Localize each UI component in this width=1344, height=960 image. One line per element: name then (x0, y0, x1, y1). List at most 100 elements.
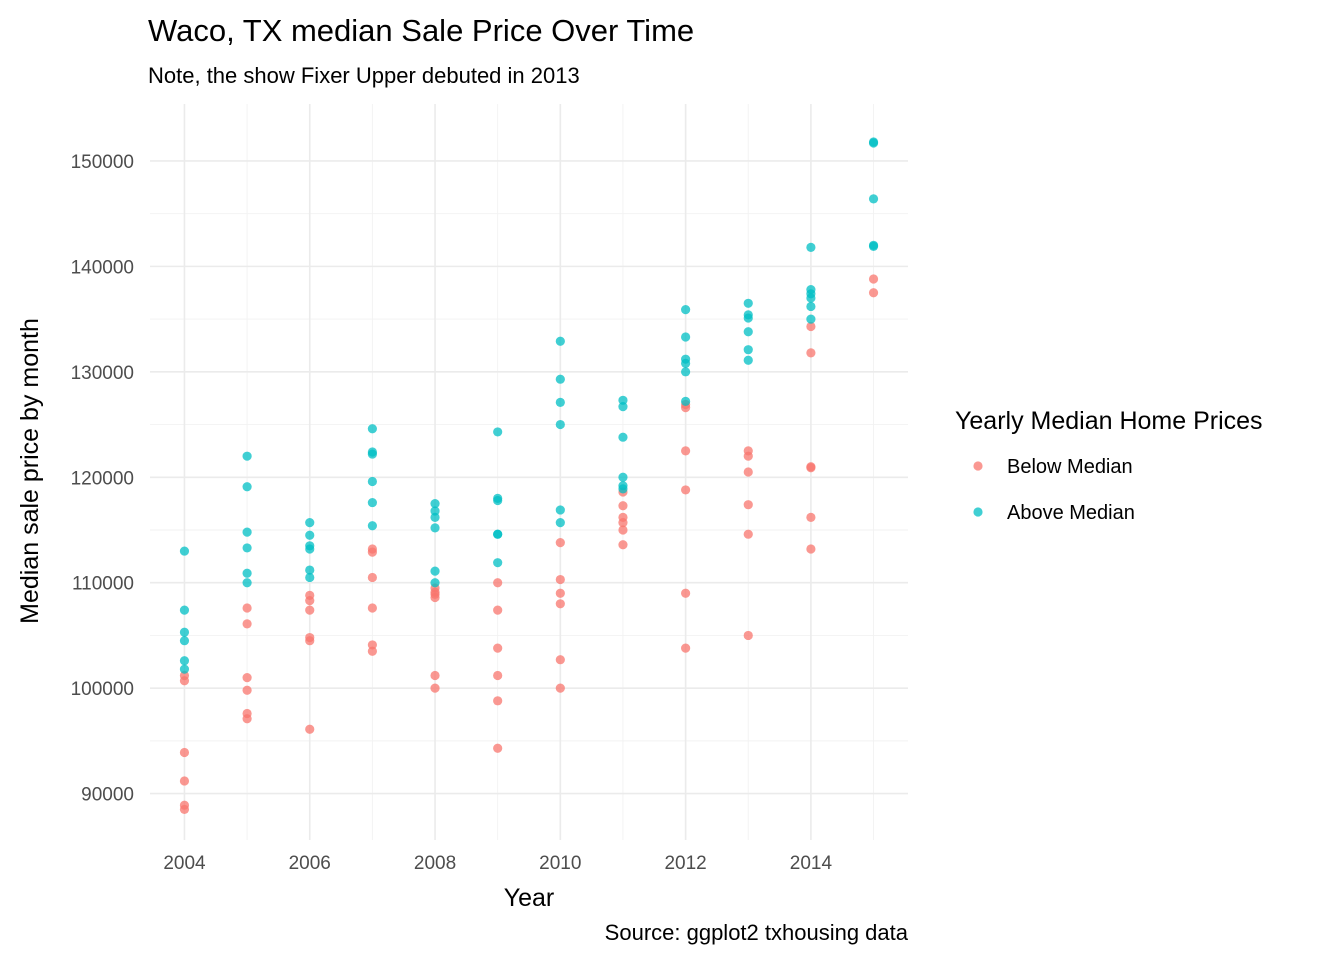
point-above-median (555, 419, 565, 430)
point-below-median (555, 655, 565, 665)
point-above-median (493, 495, 503, 506)
point-above-median (618, 395, 628, 405)
point-below-median (242, 619, 252, 629)
point-above-median (179, 627, 190, 637)
point-above-median (806, 293, 816, 303)
point-above-median (179, 636, 190, 646)
point-below-median (618, 540, 628, 550)
point-below-median (179, 776, 190, 786)
chart-subtitle: Note, the show Fixer Upper debuted in 20… (148, 63, 580, 88)
point-above-median (868, 194, 879, 204)
point-below-median (493, 643, 503, 653)
x-tick-label: 2010 (539, 853, 581, 874)
point-below-median (743, 630, 753, 641)
plot-grid (150, 104, 908, 840)
point-below-median (242, 714, 252, 724)
y-tick-label: 130000 (71, 363, 134, 384)
x-tick-label: 2004 (163, 853, 206, 874)
point-above-median (681, 358, 691, 368)
legend-title: Yearly Median Home Prices (955, 407, 1263, 435)
point-below-median (493, 696, 503, 706)
y-tick-label: 150000 (71, 152, 134, 173)
point-above-median (430, 506, 440, 516)
point-above-median (242, 451, 252, 461)
point-below-median (367, 646, 377, 656)
y-tick-label: 120000 (71, 468, 134, 489)
point-below-median (555, 538, 565, 548)
point-below-median (743, 451, 753, 461)
point-below-median (367, 603, 377, 613)
legend-label-below-median: Below Median (1007, 456, 1133, 478)
point-above-median (242, 568, 252, 578)
data-points (179, 137, 879, 815)
point-above-median (305, 572, 315, 583)
point-below-median (806, 544, 816, 554)
point-above-median (179, 546, 190, 556)
point-below-median (806, 512, 816, 522)
point-above-median (618, 484, 628, 494)
point-above-median (179, 605, 190, 615)
point-below-median (367, 640, 377, 650)
point-below-median (555, 574, 565, 585)
point-below-median (743, 500, 753, 510)
point-below-median (555, 599, 565, 609)
x-tick-label: 2012 (664, 853, 706, 874)
point-below-median (367, 572, 377, 583)
point-above-median (367, 521, 377, 531)
point-above-median (430, 566, 440, 576)
point-above-median (242, 527, 252, 537)
point-above-median (743, 355, 753, 365)
point-below-median (806, 348, 816, 358)
point-below-median (681, 446, 691, 456)
point-above-median (367, 449, 377, 459)
point-above-median (743, 298, 753, 308)
point-below-median (493, 578, 503, 588)
point-below-median (681, 588, 691, 598)
point-above-median (430, 499, 440, 509)
point-below-median (618, 518, 628, 528)
legend-key-below-median (973, 461, 983, 471)
point-above-median (555, 336, 565, 346)
point-below-median (555, 683, 565, 693)
point-above-median (555, 518, 565, 528)
point-above-median (555, 374, 565, 384)
point-above-median (806, 242, 816, 253)
x-tick-label: 2014 (790, 853, 833, 874)
point-above-median (868, 138, 879, 148)
point-above-median (179, 656, 190, 666)
y-tick-label: 90000 (81, 785, 134, 806)
point-below-median (305, 605, 315, 615)
point-above-median (555, 397, 565, 408)
legend: Yearly Median Home Prices Below Median Ab… (955, 407, 1263, 524)
x-tick-label: 2008 (414, 853, 456, 874)
x-axis: 2004 2006 2008 2010 2012 2014 (163, 853, 832, 874)
point-below-median (868, 288, 879, 298)
point-below-median (868, 274, 879, 284)
point-below-median (305, 596, 315, 606)
point-above-median (618, 472, 628, 482)
point-below-median (618, 525, 628, 535)
point-above-median (430, 523, 440, 533)
point-below-median (430, 683, 440, 693)
point-below-median (179, 804, 190, 815)
point-above-median (743, 327, 753, 337)
point-above-median (493, 529, 503, 539)
point-above-median (305, 518, 315, 528)
point-below-median (305, 636, 315, 646)
point-above-median (242, 543, 252, 553)
point-below-median (242, 673, 252, 683)
point-below-median (430, 670, 440, 681)
point-below-median (367, 547, 377, 557)
y-axis-title: Median sale price by month (16, 318, 44, 624)
point-above-median (242, 482, 252, 492)
point-below-median (493, 670, 503, 681)
point-above-median (806, 314, 816, 324)
point-above-median (555, 505, 565, 515)
point-below-median (179, 670, 190, 681)
point-above-median (367, 476, 377, 487)
point-above-median (743, 345, 753, 355)
point-above-median (305, 544, 315, 554)
legend-key-above-median (973, 507, 983, 517)
point-below-median (743, 529, 753, 539)
point-above-median (430, 512, 440, 522)
